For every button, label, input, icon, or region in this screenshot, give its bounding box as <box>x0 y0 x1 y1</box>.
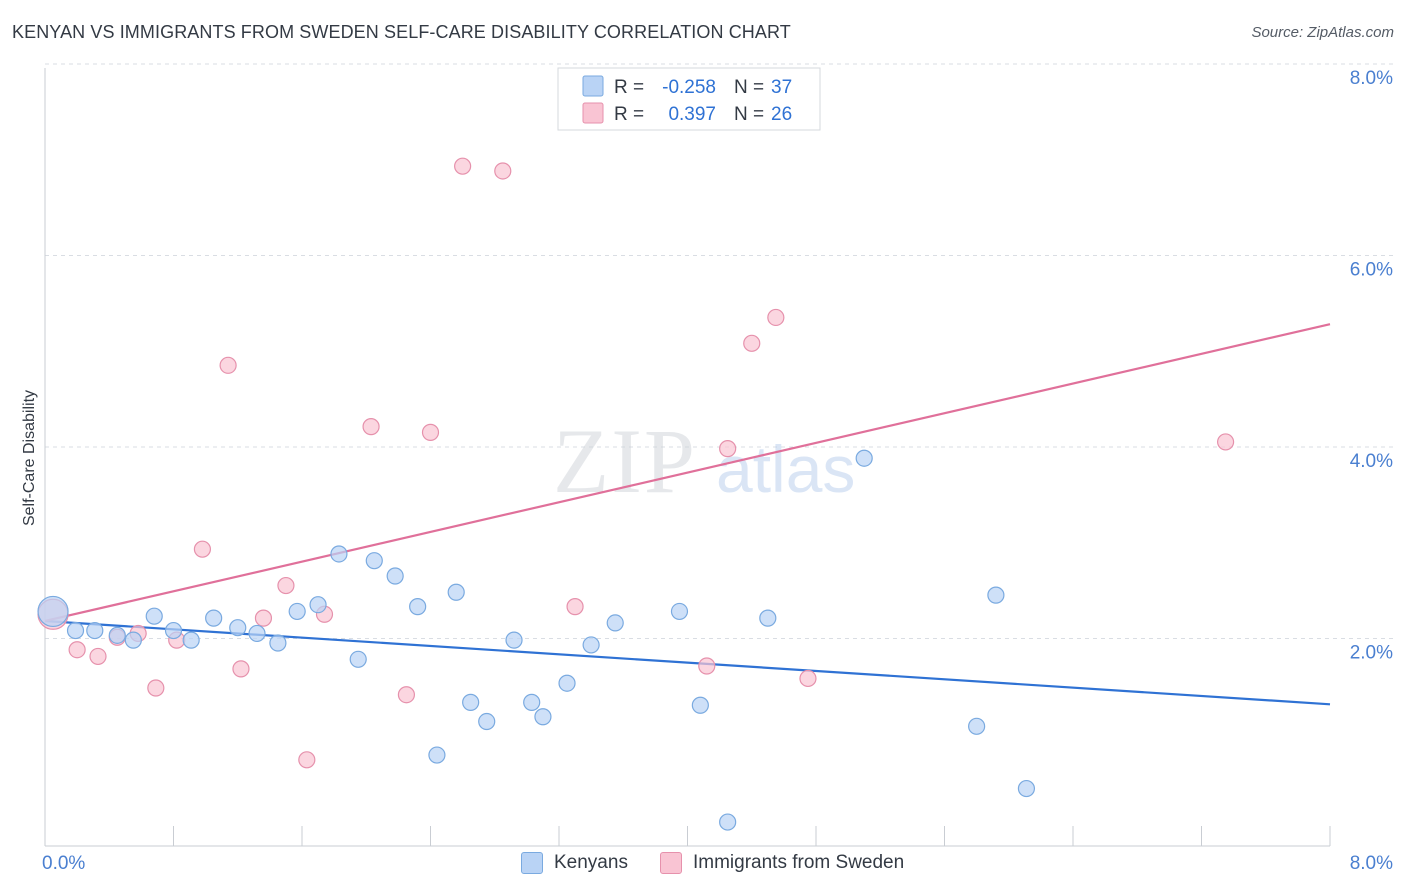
watermark: ZIP atlas <box>553 410 855 512</box>
x-tick-label-1: 8.0% <box>1350 853 1393 874</box>
point-kenyans-32 <box>759 609 777 627</box>
stats-r-label-sweden: R = <box>614 104 644 125</box>
source-label: Source: ZipAtlas.com <box>1251 24 1394 41</box>
stats-swatch-sweden <box>582 102 604 124</box>
point-kenyans-29 <box>670 602 689 621</box>
stats-n-value-sweden: 26 <box>771 104 792 125</box>
point-sweden-25 <box>1216 433 1235 451</box>
point-kenyans-31 <box>719 813 737 831</box>
point-sweden-12 <box>298 751 316 769</box>
point-kenyans-25 <box>534 708 552 726</box>
stats-r-label-kenyans: R = <box>614 77 644 98</box>
tick-labels: 2.0% 4.0% 6.0% 8.0% 0.0% 8.0% <box>42 68 1393 874</box>
point-kenyans-6 <box>164 621 183 640</box>
point-kenyans-35 <box>987 586 1005 604</box>
point-sweden-20 <box>698 657 716 675</box>
legend-item-kenyans[interactable]: Kenyans <box>521 852 628 874</box>
point-kenyans-17 <box>386 567 404 585</box>
point-sweden-7 <box>193 540 212 558</box>
point-kenyans-22 <box>478 712 496 731</box>
point-kenyans-23 <box>505 631 523 649</box>
legend-label-sweden: Immigrants from Sweden <box>693 852 905 873</box>
stats-n-label-sweden: N = <box>734 104 764 125</box>
point-kenyans-3 <box>108 626 126 644</box>
point-sweden-10 <box>254 609 273 627</box>
point-sweden-9 <box>232 660 250 678</box>
chart-title: KENYAN VS IMMIGRANTS FROM SWEDEN SELF-CA… <box>12 22 791 42</box>
x-tick-label-0: 0.0% <box>42 853 85 874</box>
point-kenyans-14 <box>330 545 348 563</box>
point-sweden-8 <box>219 356 237 374</box>
legend-swatch-kenyans <box>521 852 543 874</box>
point-sweden-17 <box>454 157 472 175</box>
point-sweden-21 <box>719 440 737 458</box>
legend-item-sweden[interactable]: Immigrants from Sweden <box>660 852 904 874</box>
point-kenyans-0 <box>37 595 69 628</box>
point-kenyans-5 <box>145 607 163 625</box>
stats-n-label-kenyans: N = <box>734 77 764 98</box>
stats-r-value-kenyans: -0.258 <box>662 77 716 98</box>
point-kenyans-9 <box>229 619 247 637</box>
point-kenyans-36 <box>1017 779 1036 798</box>
point-sweden-24 <box>799 669 817 688</box>
point-kenyans-20 <box>447 583 465 601</box>
point-sweden-16 <box>421 423 440 441</box>
point-kenyans-7 <box>182 631 200 649</box>
point-kenyans-21 <box>462 693 480 711</box>
point-kenyans-16 <box>365 552 383 570</box>
point-kenyans-34 <box>968 717 986 735</box>
point-sweden-19 <box>566 598 584 616</box>
point-sweden-14 <box>362 418 380 436</box>
point-kenyans-26 <box>558 674 576 692</box>
axes <box>44 68 1331 847</box>
point-sweden-11 <box>277 576 295 595</box>
gridlines <box>45 63 1393 639</box>
point-kenyans-10 <box>248 624 266 643</box>
legend-swatch-sweden <box>660 852 682 874</box>
watermark-zip: ZIP <box>553 410 697 512</box>
stats-r-value-sweden: 0.397 <box>668 104 716 125</box>
point-sweden-2 <box>89 647 107 666</box>
point-kenyans-27 <box>582 636 600 654</box>
stats-legend: R = -0.258 N = 37 R = 0.397 N = 26 <box>557 67 821 131</box>
point-kenyans-30 <box>691 696 709 714</box>
point-kenyans-19 <box>428 746 446 764</box>
y-tick-label-3: 8.0% <box>1350 68 1393 89</box>
point-sweden-22 <box>743 334 761 352</box>
point-kenyans-24 <box>523 693 541 711</box>
y-tick-label-1: 4.0% <box>1350 451 1393 472</box>
y-tick-label-2: 6.0% <box>1350 260 1393 281</box>
point-sweden-23 <box>767 308 785 327</box>
trend-line-1 <box>44 323 1331 623</box>
point-sweden-15 <box>397 686 416 704</box>
point-kenyans-8 <box>205 609 223 627</box>
point-kenyans-1 <box>66 621 85 640</box>
stats-n-value-kenyans: 37 <box>771 77 792 98</box>
point-kenyans-13 <box>309 596 327 614</box>
point-kenyans-18 <box>409 598 427 616</box>
point-kenyans-15 <box>349 650 367 668</box>
trend-lines <box>44 323 1331 706</box>
y-tick-label-0: 2.0% <box>1350 643 1393 664</box>
watermark-atlas: atlas <box>716 432 855 506</box>
series-legend: Kenyans Immigrants from Sweden <box>0 852 1406 878</box>
point-kenyans-28 <box>606 614 624 632</box>
point-sweden-18 <box>494 162 512 180</box>
point-kenyans-4 <box>124 631 142 649</box>
point-kenyans-33 <box>855 449 873 467</box>
data-points <box>37 157 1235 831</box>
stats-swatch-kenyans <box>582 75 604 97</box>
point-kenyans-11 <box>269 634 287 652</box>
legend-label-kenyans: Kenyans <box>554 852 628 873</box>
point-sweden-5 <box>147 679 165 697</box>
point-kenyans-12 <box>288 602 306 621</box>
point-kenyans-2 <box>86 621 104 640</box>
y-axis-label: Self-Care Disability <box>21 390 38 526</box>
point-sweden-1 <box>68 641 86 659</box>
